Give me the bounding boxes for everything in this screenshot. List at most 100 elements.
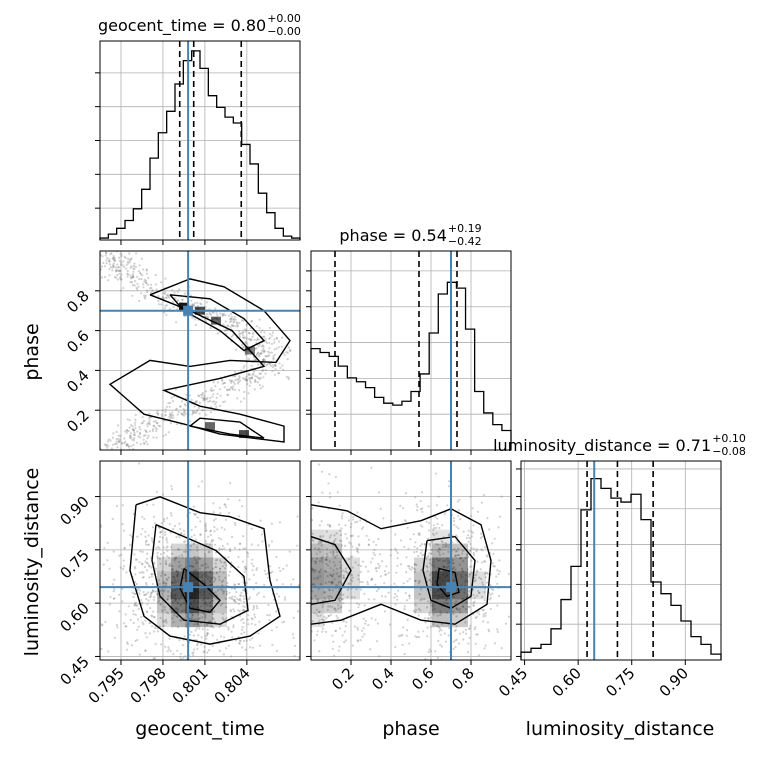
scatter-point (396, 551, 399, 555)
scatter-point (206, 632, 209, 635)
scatter-point (109, 253, 112, 256)
scatter-point (432, 613, 435, 616)
scatter-point (139, 271, 142, 274)
scatter-point (250, 376, 254, 379)
scatter-point (272, 358, 275, 361)
scatter-point (337, 575, 340, 578)
scatter-point (262, 376, 265, 379)
xlabel-luminosity-distance: luminosity_distance (526, 718, 715, 740)
scatter-point (151, 582, 154, 586)
scatter-point (314, 560, 318, 563)
scatter-point (455, 638, 458, 641)
scatter-point (125, 444, 128, 447)
scatter-point (229, 313, 233, 316)
scatter-point (242, 346, 245, 349)
scatter-point (165, 313, 168, 316)
scatter-point (416, 695, 418, 697)
scatter-point (268, 351, 271, 354)
scatter-point (468, 636, 471, 639)
scatter-point (399, 539, 403, 542)
scatter-point (144, 535, 147, 538)
hist-geocent-bin-17 (242, 144, 250, 240)
scatter-point (124, 430, 127, 433)
scatter-point (129, 274, 132, 277)
scatter-point (226, 393, 229, 396)
scatter-point (145, 581, 148, 585)
scatter-point (374, 618, 377, 621)
scatter-point (121, 264, 124, 267)
scatter-point (212, 519, 215, 522)
scatter-point (257, 591, 260, 595)
scatter-point (243, 570, 246, 574)
scatter-point (336, 551, 339, 554)
scatter-point (122, 260, 125, 263)
scatter-point (218, 547, 221, 550)
scatter-point (129, 277, 132, 280)
scatter-point (119, 263, 122, 266)
scatter-point (436, 656, 440, 660)
scatter-point (357, 574, 360, 577)
scatter-point (267, 543, 271, 546)
scatter-point (128, 543, 132, 547)
density-cell-8-1 (450, 599, 468, 614)
scatter-point (409, 538, 412, 541)
scatter-point (486, 517, 489, 520)
scatter-point (164, 560, 167, 563)
scatter-point (378, 553, 381, 556)
scatter-point (172, 416, 175, 419)
scatter-point (426, 570, 429, 573)
scatter-point (167, 576, 170, 579)
scatter-point (359, 519, 362, 522)
scatter-point (283, 550, 285, 552)
truth-marker-geocent-phase (183, 305, 194, 316)
scatter-point (249, 379, 252, 382)
scatter-point (464, 621, 467, 624)
hist-geocent-bin-15 (225, 117, 233, 240)
scatter-point (296, 610, 300, 613)
scatter-point (271, 544, 273, 546)
scatter-point (126, 272, 129, 275)
scatter-point (110, 252, 113, 255)
contour-outer (108, 278, 291, 443)
scatter-point (115, 442, 118, 445)
scatter-point (191, 411, 195, 415)
scatter-point (440, 629, 443, 632)
scatter-point (132, 621, 135, 625)
scatter-point (325, 556, 328, 559)
scatter-point (344, 625, 347, 628)
scatter-point (322, 535, 325, 538)
scatter-point (185, 393, 188, 396)
scatter-point (498, 570, 501, 573)
density-cell-9-3 (468, 571, 486, 586)
scatter-point (215, 558, 219, 562)
scatter-point (329, 551, 332, 554)
density-cell-0-4 (311, 557, 324, 572)
scatter-point (219, 404, 222, 407)
scatter-point (421, 554, 424, 557)
scatter-point (326, 523, 329, 526)
scatter-point (224, 320, 227, 323)
scatter-point (183, 550, 186, 553)
scatter-point (134, 424, 137, 427)
scatter-point (339, 574, 342, 578)
scatter-point (334, 629, 337, 633)
scatter-point (253, 613, 256, 616)
scatter-point (215, 405, 218, 408)
scatter-point (158, 557, 161, 560)
scatter-point (493, 642, 497, 645)
scatter-point (234, 374, 237, 377)
scatter-point (398, 634, 401, 638)
hist-phase-bin-13 (429, 333, 438, 450)
scatter-point (333, 534, 336, 537)
scatter-point (344, 544, 347, 548)
scatter-point (222, 313, 225, 316)
scatter-point (171, 565, 174, 568)
hist-ld-xtick-label-0: 0.45 (495, 664, 531, 700)
scatter-point (432, 623, 435, 626)
scatter-point (196, 555, 199, 558)
scatter-point (168, 562, 172, 566)
scatter-point (269, 571, 272, 575)
scatter-point (118, 593, 121, 596)
scatter-point (404, 492, 408, 495)
scatter-point (436, 517, 439, 520)
